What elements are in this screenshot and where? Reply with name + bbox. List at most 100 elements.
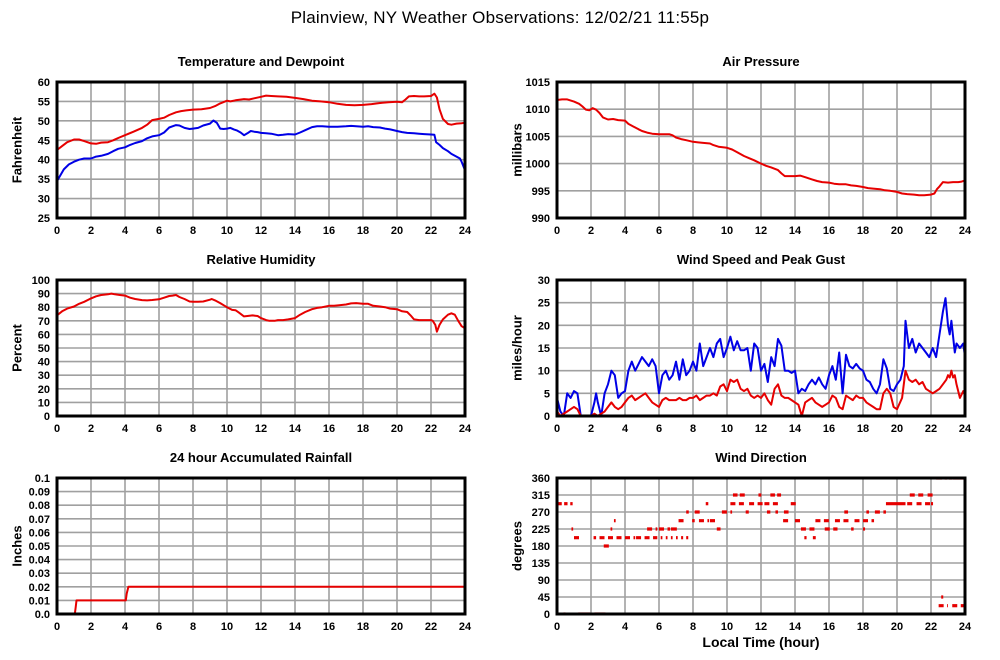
svg-text:12: 12 <box>255 621 267 633</box>
svg-text:100: 100 <box>32 275 50 287</box>
svg-text:16: 16 <box>823 423 835 435</box>
svg-text:2: 2 <box>88 621 94 633</box>
svg-text:90: 90 <box>38 289 50 301</box>
svg-text:20: 20 <box>391 225 403 237</box>
svg-text:12: 12 <box>255 423 267 435</box>
svg-text:12: 12 <box>755 423 767 435</box>
svg-text:0.03: 0.03 <box>29 568 50 580</box>
svg-text:20: 20 <box>391 621 403 633</box>
svg-text:8: 8 <box>690 621 696 633</box>
svg-text:24: 24 <box>959 621 972 633</box>
svg-text:25: 25 <box>38 213 50 225</box>
chart-wind-speed-gust: Wind Speed and Peak Gust miles/hour 0 5 10… <box>500 248 1000 460</box>
svg-text:80: 80 <box>38 302 50 314</box>
svg-text:60: 60 <box>38 329 50 341</box>
svg-text:16: 16 <box>323 423 335 435</box>
svg-text:10: 10 <box>538 366 550 378</box>
svg-text:24: 24 <box>459 621 472 633</box>
svg-text:0: 0 <box>54 225 60 237</box>
svg-text:14: 14 <box>289 225 302 237</box>
svg-text:360: 360 <box>532 473 550 485</box>
svg-text:50: 50 <box>38 343 50 355</box>
svg-text:16: 16 <box>823 621 835 633</box>
svg-text:12: 12 <box>255 225 267 237</box>
svg-text:990: 990 <box>532 213 550 225</box>
svg-text:0.06: 0.06 <box>29 527 50 539</box>
svg-text:20: 20 <box>891 225 903 237</box>
svg-text:6: 6 <box>656 621 662 633</box>
svg-text:20: 20 <box>38 384 50 396</box>
svg-text:0.04: 0.04 <box>29 555 51 567</box>
svg-text:20: 20 <box>891 621 903 633</box>
svg-text:6: 6 <box>656 225 662 237</box>
svg-text:14: 14 <box>289 423 302 435</box>
svg-text:55: 55 <box>38 96 50 108</box>
svg-text:12: 12 <box>755 225 767 237</box>
svg-text:4: 4 <box>622 621 629 633</box>
x-axis-label: Local Time (hour) <box>702 634 820 650</box>
svg-text:10: 10 <box>221 225 233 237</box>
svg-text:24: 24 <box>959 225 972 237</box>
svg-text:50: 50 <box>38 116 50 128</box>
svg-text:10: 10 <box>38 397 50 409</box>
svg-text:0: 0 <box>554 621 560 633</box>
svg-text:0.01: 0.01 <box>29 595 50 607</box>
svg-text:30: 30 <box>38 194 50 206</box>
svg-text:10: 10 <box>221 621 233 633</box>
svg-text:20: 20 <box>391 423 403 435</box>
svg-text:180: 180 <box>532 541 550 553</box>
chart-title: 24 hour Accumulated Rainfall <box>169 450 353 465</box>
chart-air-pressure: Air Pressure millibars 990 995 1000 1005 101… <box>500 50 1000 262</box>
chart-title: Air Pressure <box>722 54 800 69</box>
svg-text:0: 0 <box>44 411 50 423</box>
svg-text:16: 16 <box>823 225 835 237</box>
svg-text:14: 14 <box>789 423 802 435</box>
chart-temperature-dewpoint: Temperature and Dewpoint Fahrenheit 25 30… <box>0 50 500 262</box>
svg-text:4: 4 <box>622 423 629 435</box>
svg-text:18: 18 <box>357 423 369 435</box>
svg-text:2: 2 <box>88 423 94 435</box>
chart-accumulated-rainfall: 24 hour Accumulated Rainfall Inches 0.0 0… <box>0 446 500 658</box>
svg-text:18: 18 <box>357 225 369 237</box>
svg-text:18: 18 <box>857 621 869 633</box>
svg-text:0: 0 <box>54 621 60 633</box>
svg-text:315: 315 <box>532 490 550 502</box>
svg-text:45: 45 <box>38 135 50 147</box>
page-title: Plainview, NY Weather Observations: 12/0… <box>290 8 710 27</box>
svg-text:8: 8 <box>190 225 196 237</box>
svg-text:70: 70 <box>38 316 50 328</box>
svg-text:0.0: 0.0 <box>35 609 50 621</box>
svg-text:22: 22 <box>925 621 937 633</box>
svg-text:135: 135 <box>532 558 550 570</box>
chart-title: Wind Speed and Peak Gust <box>676 252 846 267</box>
svg-text:2: 2 <box>588 621 594 633</box>
svg-text:20: 20 <box>891 423 903 435</box>
svg-text:14: 14 <box>789 621 802 633</box>
svg-text:45: 45 <box>538 592 550 604</box>
svg-text:0.09: 0.09 <box>29 487 50 499</box>
accumulated-rainfall-plot: 0.0 0.010.02 0.030.04 0.05 0.060.07 0.080.09 0… <box>29 473 472 633</box>
svg-text:10: 10 <box>221 423 233 435</box>
svg-text:16: 16 <box>323 621 335 633</box>
svg-text:22: 22 <box>925 423 937 435</box>
svg-text:40: 40 <box>38 155 50 167</box>
chart-wind-direction: Wind Direction degrees 0 45 90 135 180 225 270… <box>500 446 1000 658</box>
svg-text:24: 24 <box>459 225 472 237</box>
svg-text:18: 18 <box>357 621 369 633</box>
svg-text:12: 12 <box>755 621 767 633</box>
svg-text:2: 2 <box>588 423 594 435</box>
svg-text:35: 35 <box>38 174 50 186</box>
svg-text:995: 995 <box>532 186 550 198</box>
svg-text:6: 6 <box>156 423 162 435</box>
svg-text:0: 0 <box>544 411 550 423</box>
chart-title: Relative Humidity <box>206 252 316 267</box>
svg-text:0.07: 0.07 <box>29 514 50 526</box>
svg-text:6: 6 <box>156 621 162 633</box>
svg-text:10: 10 <box>721 225 733 237</box>
svg-text:270: 270 <box>532 507 550 519</box>
svg-text:15: 15 <box>538 343 550 355</box>
